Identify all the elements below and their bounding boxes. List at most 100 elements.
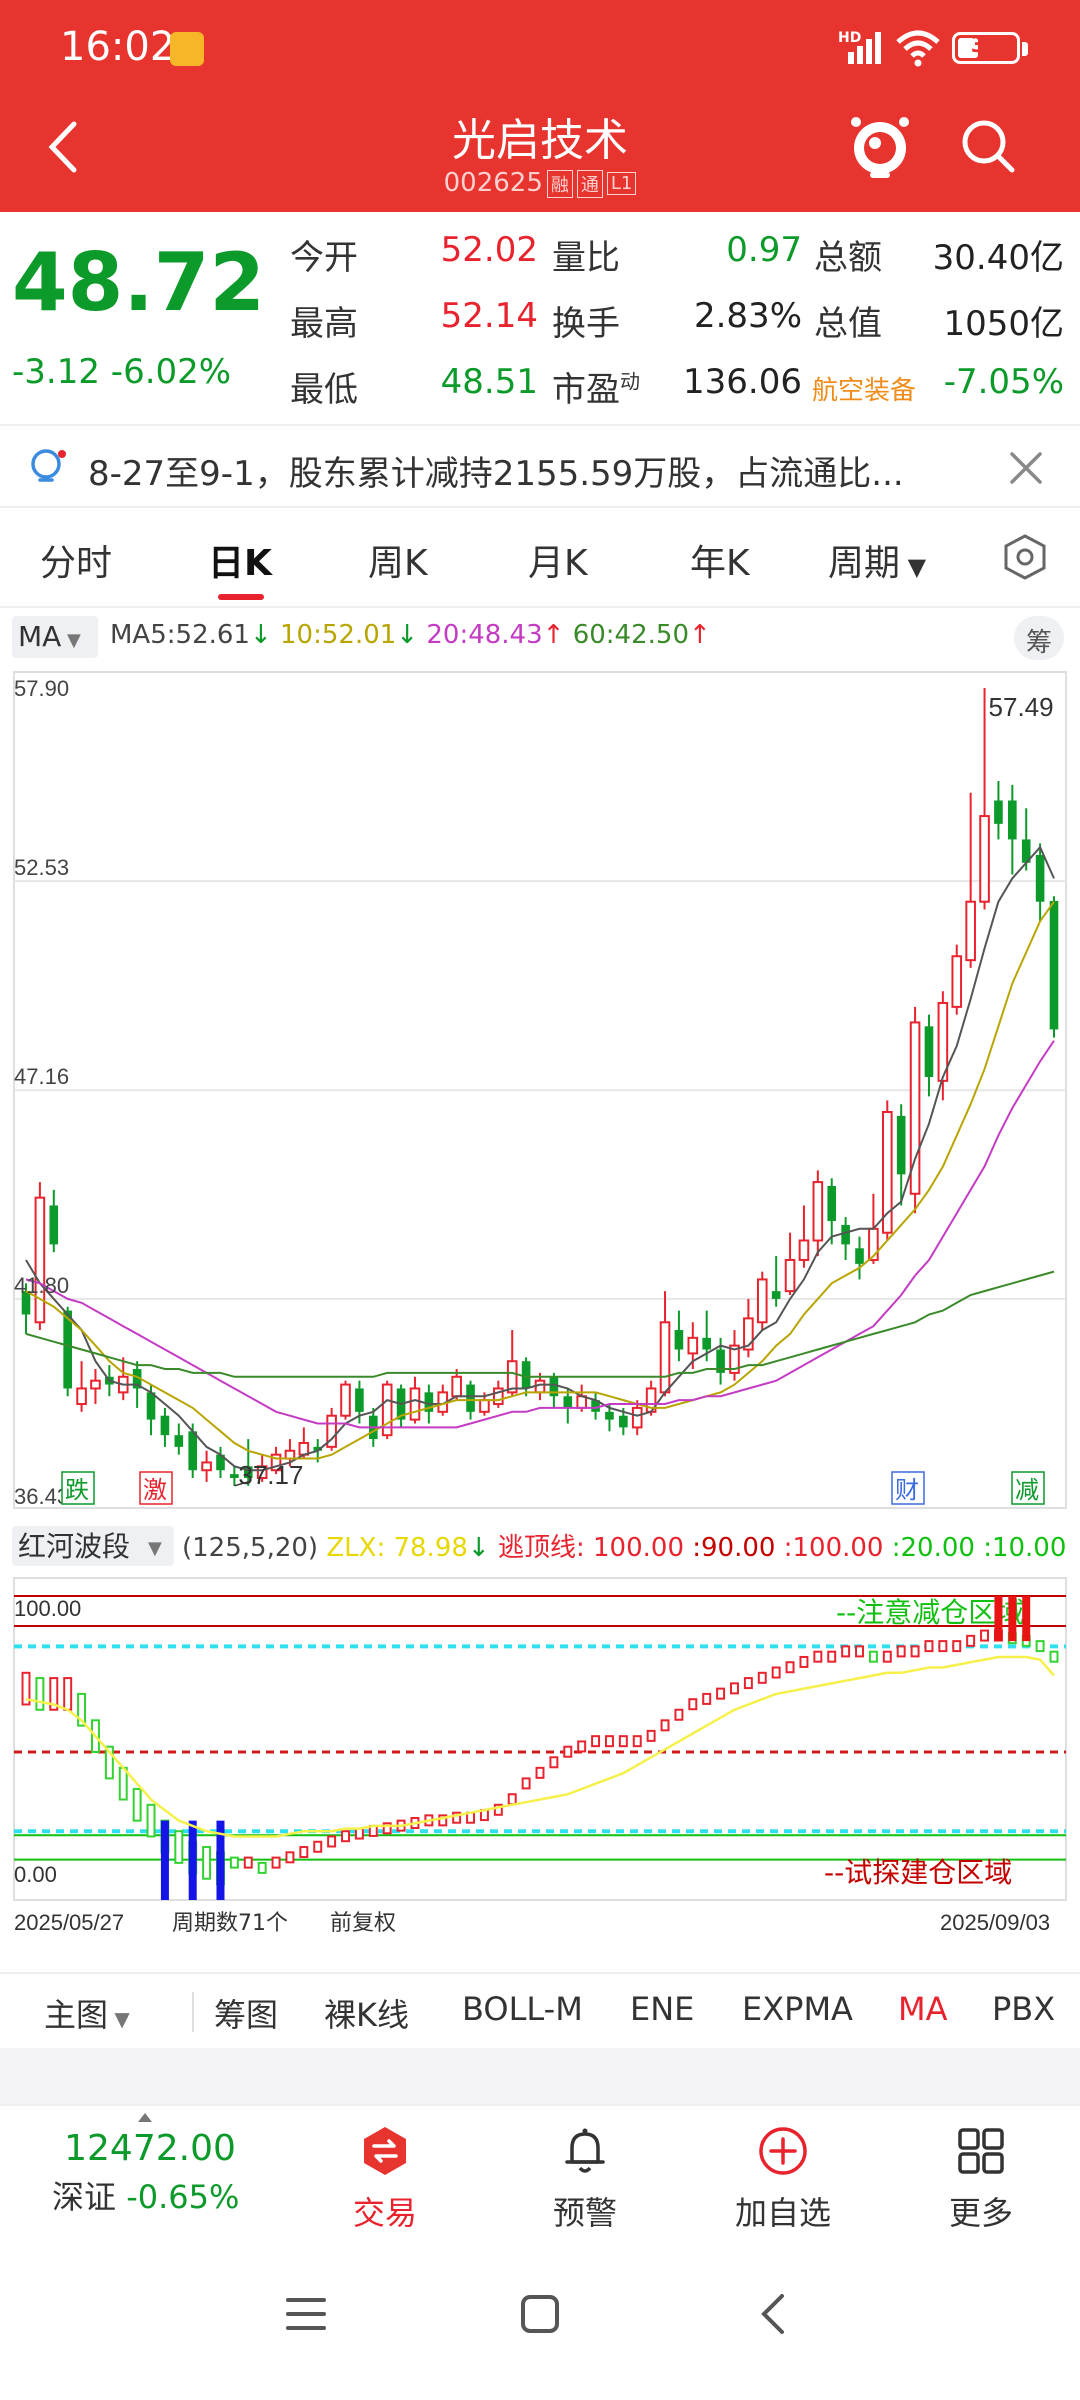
assistant-robot-icon[interactable] bbox=[848, 110, 912, 180]
nav-add-watchlist[interactable]: 加自选 bbox=[718, 2124, 848, 2234]
indicator-bar bbox=[785, 1661, 795, 1674]
indicator-bar bbox=[618, 1735, 628, 1748]
indicator-bar bbox=[688, 1698, 698, 1711]
min-price-pointer bbox=[234, 1481, 249, 1487]
wifi-icon bbox=[896, 30, 940, 67]
index-value[interactable]: 12472.00 bbox=[64, 2128, 236, 2169]
candle-body bbox=[631, 1406, 643, 1429]
candle bbox=[812, 1170, 824, 1257]
candle-body bbox=[326, 1414, 337, 1448]
nav-more-label: 更多 bbox=[948, 2194, 1013, 2232]
candle bbox=[591, 1392, 600, 1420]
sector-tag[interactable]: 航空装备 bbox=[812, 376, 917, 406]
indicator-bar bbox=[257, 1861, 267, 1874]
indicator-bar bbox=[174, 1830, 184, 1864]
event-marker-box bbox=[1011, 1471, 1045, 1505]
indicator-bar bbox=[730, 1682, 739, 1695]
tab-weekly-k[interactable]: 周K bbox=[368, 543, 428, 584]
candle-body bbox=[743, 1317, 754, 1351]
candle-body bbox=[771, 1291, 781, 1299]
y-tick-label: 41.80 bbox=[14, 1273, 69, 1298]
back-nav-icon[interactable] bbox=[752, 2292, 796, 2336]
tab-boll-m[interactable]: BOLL-M bbox=[462, 1990, 583, 2028]
max-price-label: 57.49 bbox=[989, 692, 1054, 722]
candle-body bbox=[506, 1360, 518, 1394]
ma5-line bbox=[25, 845, 1055, 1472]
indicator-bar bbox=[382, 1822, 392, 1835]
candle bbox=[729, 1330, 740, 1381]
menu-icon[interactable] bbox=[284, 2292, 328, 2336]
candle bbox=[326, 1407, 337, 1451]
tab-naked-k[interactable]: 裸K线 bbox=[324, 1996, 409, 2034]
close-icon[interactable] bbox=[1002, 444, 1050, 492]
mktcap-label: 总值 bbox=[814, 304, 882, 344]
tab-monthly-k[interactable]: 月K bbox=[528, 543, 588, 584]
candle-body bbox=[702, 1337, 712, 1350]
ma-select-label: MA bbox=[18, 620, 62, 653]
candle bbox=[201, 1450, 212, 1482]
indicator-bar bbox=[521, 1777, 531, 1790]
tab-pbx[interactable]: PBX bbox=[992, 1990, 1056, 2028]
candle-body bbox=[76, 1387, 87, 1406]
candle-body bbox=[201, 1461, 212, 1472]
candle bbox=[340, 1380, 351, 1420]
nav-trade-label: 交易 bbox=[352, 2194, 417, 2232]
candle bbox=[1049, 896, 1059, 1038]
search-icon[interactable] bbox=[956, 114, 1020, 178]
indicator-params-row: (125,5,20) ZLX: 78.98↓ 逃顶线: 100.00 :90.0… bbox=[182, 1533, 1066, 1563]
indicator-bar bbox=[452, 1811, 462, 1824]
indicator-chart: 红河波段 ▼ (125,5,20) ZLX: 78.98↓ 逃顶线: 100.00 … bbox=[12, 1526, 1067, 1936]
event-marker-box bbox=[139, 1471, 173, 1505]
tab-expma[interactable]: EXPMA bbox=[742, 1990, 853, 2028]
notice-bar[interactable]: 8-27至9-1，股东累计减持2155.59万股，占流通比... bbox=[0, 428, 1080, 508]
stock-code: 002625 bbox=[443, 168, 543, 198]
indicator-y-bottom: 0.00 bbox=[14, 1862, 57, 1887]
candle-body bbox=[827, 1185, 837, 1222]
vol-ratio-label: 量比 bbox=[552, 238, 620, 278]
tab-daily-k[interactable]: 日K bbox=[208, 543, 272, 584]
chevron-down-icon: ▼ bbox=[900, 553, 927, 581]
tab-ene[interactable]: ENE bbox=[630, 1990, 695, 2028]
zlx-line bbox=[25, 1655, 1055, 1838]
home-icon[interactable] bbox=[518, 2292, 562, 2336]
high-value: 52.14 bbox=[440, 296, 538, 336]
back-button[interactable] bbox=[38, 112, 88, 182]
tab-main-chart[interactable]: 主图 ▼ bbox=[44, 1990, 130, 2036]
tab-divider bbox=[192, 1992, 194, 2032]
tab-period-dropdown[interactable]: 周期 ▼ bbox=[828, 534, 926, 586]
tab-intraday[interactable]: 分时 bbox=[40, 543, 113, 584]
chip-distribution-button[interactable]: 筹 bbox=[1014, 616, 1064, 660]
candle bbox=[230, 1466, 239, 1486]
chart-area[interactable]: 57.9052.5347.1641.8036.4357.4937.17跌激财减 … bbox=[0, 660, 1080, 1972]
turnover-label: 换手 bbox=[552, 304, 620, 344]
price-change-row: -3.12 -6.02% bbox=[12, 352, 231, 392]
candle bbox=[841, 1217, 850, 1260]
y-tick-label: 47.16 bbox=[14, 1064, 69, 1089]
nav-more[interactable]: 更多 bbox=[916, 2124, 1046, 2234]
ma20-arrow-icon: ↑ bbox=[542, 620, 565, 650]
index-row[interactable]: 深证 -0.65% bbox=[52, 2172, 239, 2218]
indicator-bar bbox=[674, 1708, 684, 1721]
indicator-bar bbox=[271, 1856, 281, 1869]
active-tab-indicator bbox=[218, 594, 264, 600]
settings-hexagon-icon[interactable] bbox=[1000, 532, 1050, 582]
indicator-bar bbox=[924, 1640, 934, 1653]
candle bbox=[216, 1446, 225, 1479]
indicator-bar bbox=[63, 1677, 73, 1711]
ma-select[interactable]: MA ▼ bbox=[12, 616, 98, 658]
indicator-bar bbox=[243, 1856, 253, 1869]
tab-yearly-k[interactable]: 年K bbox=[690, 543, 750, 584]
candle-body bbox=[63, 1310, 72, 1389]
nav-trade[interactable]: 交易 bbox=[320, 2124, 450, 2234]
candle-body bbox=[34, 1196, 46, 1324]
candle-body bbox=[563, 1396, 573, 1408]
tab-chip-chart[interactable]: 筹图 bbox=[214, 1996, 279, 2034]
tab-ma[interactable]: MA bbox=[898, 1990, 948, 2028]
collapse-arrow-icon[interactable] bbox=[136, 2110, 154, 2124]
nav-alert[interactable]: 预警 bbox=[520, 2124, 650, 2234]
candle-body bbox=[424, 1392, 434, 1412]
candle-body bbox=[605, 1411, 614, 1420]
chevron-down-icon: ▼ bbox=[108, 2007, 130, 2031]
indicator-bar bbox=[535, 1766, 545, 1779]
candle bbox=[827, 1178, 837, 1245]
